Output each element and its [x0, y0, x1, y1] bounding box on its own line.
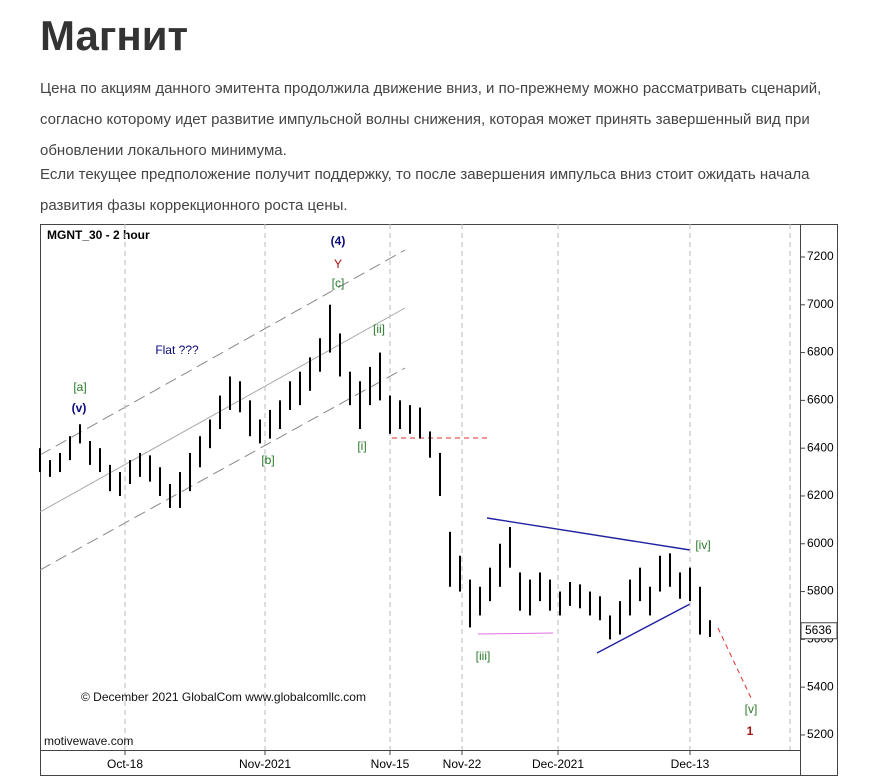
y-tick-label: 6200	[807, 488, 834, 502]
last-price-box	[800, 622, 838, 640]
chart-title: MGNT_30 - 2 hour	[47, 228, 150, 242]
projection-line	[717, 627, 753, 701]
y-tick-label: 6000	[807, 536, 834, 550]
annotation: [iv]	[695, 538, 710, 552]
annotation: [iii]	[476, 649, 491, 663]
page-title: Магнит	[40, 12, 189, 59]
y-tick-label: 5200	[807, 727, 834, 741]
paragraph: Цена по акциям данного эмитента продолжи…	[40, 80, 822, 159]
annotation: © December 2021 GlobalCom www.globalcoml…	[81, 690, 366, 704]
level-line	[477, 632, 554, 635]
last-price-label: 5636	[805, 623, 832, 637]
y-tick-label: 7000	[807, 297, 834, 311]
y-tick-label: 5400	[807, 679, 834, 693]
annotation: [b]	[261, 453, 274, 467]
annotation: [v]	[745, 702, 758, 716]
annotation: (v)	[72, 401, 87, 415]
y-tick-label: 6800	[807, 345, 834, 359]
triangle-line	[486, 517, 691, 551]
paragraph: Если текущее предположение получит подде…	[40, 166, 810, 214]
y-tick-label: 7200	[807, 249, 834, 263]
x-tick-label: Nov-22	[443, 757, 482, 771]
annotation: (4)	[331, 234, 346, 248]
x-tick-label: Nov-2021	[239, 757, 291, 771]
channel-line	[39, 307, 406, 513]
x-tick-label: Dec-2021	[532, 757, 584, 771]
x-tick-label: Nov-15	[371, 757, 410, 771]
channel-line	[39, 249, 406, 456]
annotation: [ii]	[373, 322, 385, 336]
y-tick-label: 6600	[807, 393, 834, 407]
x-tick-label: Oct-18	[107, 757, 143, 771]
annotation: [a]	[73, 380, 86, 394]
annotation: [c]	[332, 276, 345, 290]
annotation: [i]	[357, 439, 366, 453]
annotation: motivewave.com	[44, 734, 133, 748]
channel-line	[39, 367, 406, 571]
chart-frame	[40, 224, 838, 776]
annotation: Y	[334, 257, 342, 271]
annotation: 1	[747, 724, 754, 738]
annotation: Flat ???	[155, 343, 199, 357]
x-tick-label: Dec-13	[671, 757, 710, 771]
y-tick-label: 6400	[807, 440, 834, 454]
triangle-line	[596, 603, 691, 654]
y-tick-label: 5800	[807, 584, 834, 598]
